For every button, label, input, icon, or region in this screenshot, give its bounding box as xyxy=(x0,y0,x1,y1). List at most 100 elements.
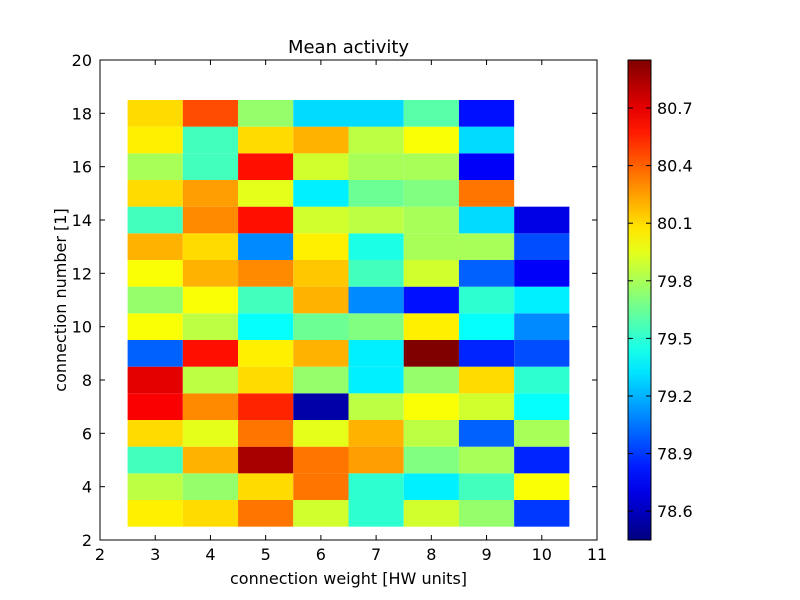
heatmap-cell xyxy=(348,100,404,127)
heatmap-cell xyxy=(182,446,239,474)
heatmap-cell xyxy=(127,393,183,420)
y-axis-label: connection number [1] xyxy=(51,208,70,391)
heatmap-cell xyxy=(182,366,239,394)
heatmap-cell xyxy=(293,420,349,447)
y-tick-label: 10 xyxy=(72,318,92,337)
heatmap-cell xyxy=(514,366,570,394)
heatmap-cell xyxy=(238,286,294,314)
heatmap-cell xyxy=(127,126,183,154)
heatmap-cell xyxy=(403,100,459,127)
heatmap-cell xyxy=(182,206,239,234)
heatmap-cell xyxy=(348,393,404,420)
colorbar-tick-label: 78.6 xyxy=(657,502,693,521)
heatmap-cell xyxy=(403,473,459,500)
heatmap-cell xyxy=(458,313,515,340)
heatmap-cell xyxy=(514,206,570,234)
heatmap-cell xyxy=(514,340,570,367)
heatmap-cell xyxy=(293,260,349,287)
heatmap-cell xyxy=(458,100,515,127)
heatmap-cell xyxy=(127,366,183,394)
heatmap-cell xyxy=(238,180,294,207)
colorbar-tick-label: 79.2 xyxy=(657,387,693,406)
heatmap-cell xyxy=(182,286,239,314)
heatmap-cell xyxy=(348,340,404,367)
heatmap-cell xyxy=(238,126,294,154)
heatmap-cell xyxy=(348,366,404,394)
heatmap-cell xyxy=(348,500,404,527)
heatmap-cell xyxy=(127,420,183,447)
heatmap-cell xyxy=(348,420,404,447)
heatmap-cell xyxy=(238,393,294,420)
heatmap-cell xyxy=(403,313,459,340)
chart-title: Mean activity xyxy=(288,37,409,58)
heatmap-cell xyxy=(348,313,404,340)
colorbar-tick-label: 80.4 xyxy=(657,157,693,176)
heatmap-cell xyxy=(182,393,239,420)
x-tick-label: 4 xyxy=(205,545,215,564)
heatmap-cell xyxy=(514,393,570,420)
heatmap-cell xyxy=(458,366,515,394)
y-tick-label: 2 xyxy=(82,531,92,550)
colorbar xyxy=(627,59,652,541)
heatmap-cell xyxy=(403,126,459,154)
heatmap-cell xyxy=(127,233,183,260)
heatmap-cell xyxy=(458,260,515,287)
heatmap-cell xyxy=(293,340,349,367)
heatmap-cell xyxy=(293,153,349,180)
heatmap-cell xyxy=(127,340,183,367)
heatmap-cell xyxy=(458,500,515,527)
x-tick-label: 5 xyxy=(261,545,271,564)
x-tick-label: 10 xyxy=(532,545,552,564)
heatmap-cell xyxy=(458,473,515,500)
x-axis-ticks: 2 3 4 5 6 7 8 9 10 11 xyxy=(95,60,607,564)
heatmap-cell xyxy=(182,420,239,447)
y-axis-ticks: 2 4 6 8 10 12 14 16 18 20 xyxy=(72,51,597,550)
x-tick-label: 2 xyxy=(95,545,105,564)
heatmap-cell xyxy=(403,260,459,287)
x-tick-label: 7 xyxy=(371,545,381,564)
x-tick-label: 11 xyxy=(587,545,607,564)
heatmap-cell xyxy=(293,286,349,314)
colorbar-tick-label: 79.5 xyxy=(657,329,693,348)
heatmap-cell xyxy=(238,420,294,447)
heatmap-cell xyxy=(182,153,239,180)
heatmap-cell xyxy=(293,180,349,207)
plot-frame xyxy=(99,59,598,541)
heatmap-cell xyxy=(293,206,349,234)
heatmap-cell xyxy=(238,153,294,180)
heatmap-cell xyxy=(403,420,459,447)
heatmap-cell xyxy=(293,446,349,474)
y-tick-label: 4 xyxy=(82,478,92,497)
heatmap-cell xyxy=(182,340,239,367)
heatmap-cell xyxy=(403,366,459,394)
heatmap-cell xyxy=(458,446,515,474)
heatmap-cell xyxy=(458,340,515,367)
heatmap-cell xyxy=(348,233,404,260)
heatmap-cell xyxy=(127,500,183,527)
heatmap-cell xyxy=(348,206,404,234)
heatmap-cell xyxy=(514,420,570,447)
heatmap-cell xyxy=(458,153,515,180)
heatmap-cell xyxy=(458,206,515,234)
x-axis-label: connection weight [HW units] xyxy=(230,569,467,588)
heatmap-cell xyxy=(403,446,459,474)
heatmap-cell xyxy=(182,473,239,500)
heatmap-cell xyxy=(348,446,404,474)
y-tick-label: 12 xyxy=(72,264,92,283)
heatmap-cell xyxy=(348,473,404,500)
colorbar-tick-label: 80.7 xyxy=(657,99,693,118)
heatmap-cell xyxy=(514,260,570,287)
heatmap-cell xyxy=(348,260,404,287)
heatmap-cell xyxy=(514,313,570,340)
heatmap-cell xyxy=(293,473,349,500)
y-tick-label: 8 xyxy=(82,371,92,390)
heatmap-cell xyxy=(348,126,404,154)
heatmap-cell xyxy=(403,500,459,527)
heatmap-cell xyxy=(238,473,294,500)
heatmap-cell xyxy=(127,153,183,180)
heatmap-cell xyxy=(293,366,349,394)
heatmap-cell xyxy=(182,180,239,207)
y-tick-label: 6 xyxy=(82,424,92,443)
heatmap-cell xyxy=(238,500,294,527)
